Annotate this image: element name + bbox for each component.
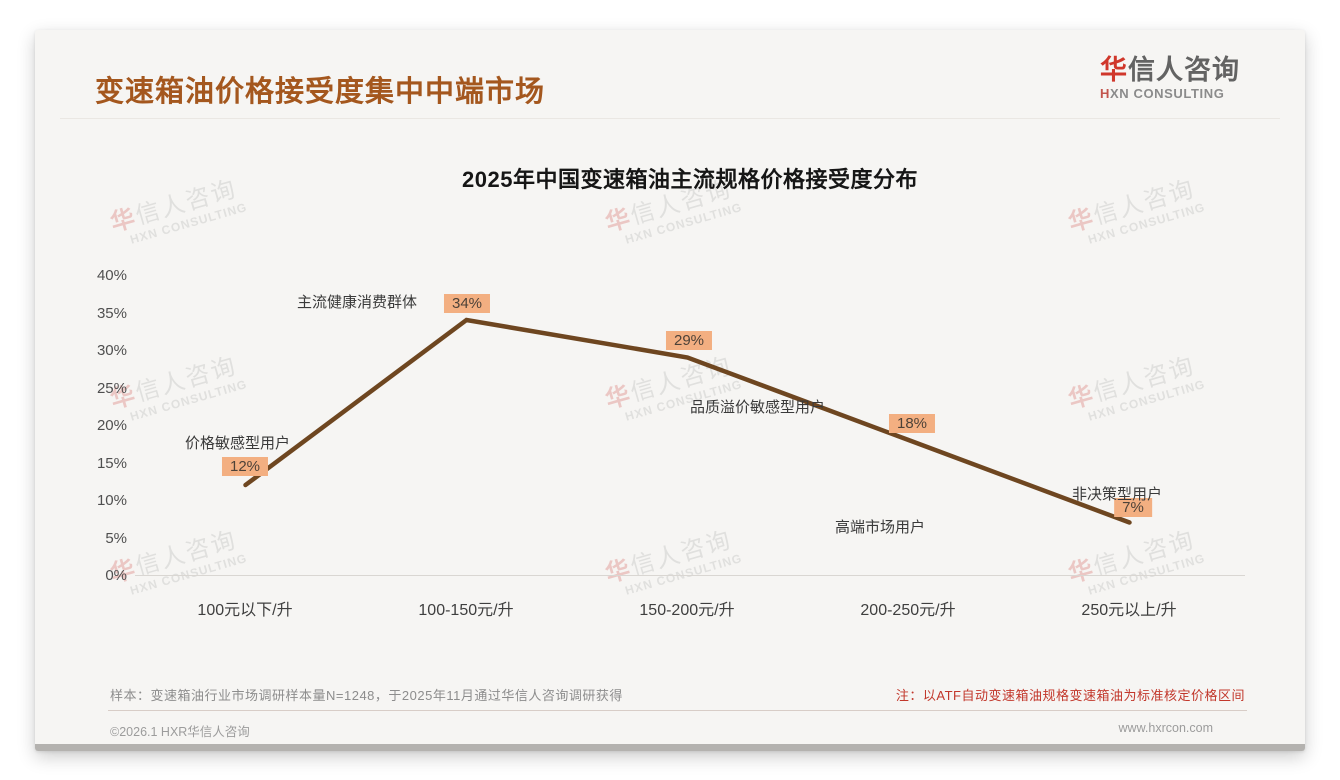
y-axis-tick: 25% [96, 379, 127, 397]
data-label: 34% [443, 294, 491, 313]
annotation-segment-5: 非决策型用户 [1072, 486, 1163, 503]
annotation-segment-2: 主流健康消费群体 [297, 294, 418, 311]
page-title: 变速箱油价格接受度集中中端市场 [95, 76, 546, 108]
y-axis-tick: 40% [96, 267, 127, 284]
bottom-accent-bar [35, 744, 1305, 751]
x-axis-label: 100-150元/升 [418, 602, 514, 619]
y-axis-tick: 30% [96, 342, 127, 359]
data-label: 18% [888, 414, 936, 433]
y-axis-tick: 10% [96, 492, 127, 509]
annotation-segment-1: 价格敏感型用户 [185, 435, 291, 452]
x-axis-line [135, 575, 1245, 576]
y-axis-tick: 15% [96, 454, 127, 472]
chart-title: 2025年中国变速箱油主流规格价格接受度分布 [462, 167, 918, 192]
logo-en-text: HXN CONSULTING [1100, 85, 1225, 101]
trend-line-chart [243, 317, 1132, 525]
data-label: 29% [665, 331, 713, 350]
annotation-segment-4: 高端市场用户 [835, 519, 926, 536]
x-axis-label: 100元以下/升 [197, 602, 293, 619]
x-axis-label: 250元以上/升 [1081, 602, 1177, 619]
website-text: www.hxrcon.com [1118, 721, 1213, 735]
company-logo: 华信人咨询 HXN CONSULTING [1100, 55, 1240, 101]
data-label: 7% [1114, 498, 1152, 517]
y-axis-tick: 5% [105, 529, 127, 547]
logo-cn-text: 华信人咨询 [1100, 55, 1240, 85]
header: 变速箱油价格接受度集中中端市场 华信人咨询 HXN CONSULTING [60, 30, 1280, 119]
data-label: 12% [221, 457, 269, 476]
trend-line [243, 317, 1132, 525]
y-axis-tick: 20% [96, 417, 127, 434]
copyright-text: ©2026.1 HXR华信人咨询 [110, 725, 250, 739]
y-axis-tick: 0% [105, 567, 127, 584]
annotation-segment-3: 品质溢价敏感型用户 [690, 399, 826, 416]
y-axis-tick: 35% [96, 304, 127, 322]
x-axis-label: 150-200元/升 [639, 602, 735, 619]
report-slide: 华信人咨询 HXN CONSULTING 华信人咨询 HXN CONSULTING … [35, 30, 1305, 751]
footer-divider [108, 710, 1247, 711]
x-axis-label: 200-250元/升 [860, 602, 956, 619]
method-note: 注：以ATF自动变速箱油规格变速箱油为标准核定价格区间 [895, 688, 1245, 703]
sample-note: 样本：变速箱油行业市场调研样本量N=1248，于2025年11月通过华信人咨询调… [110, 688, 623, 703]
